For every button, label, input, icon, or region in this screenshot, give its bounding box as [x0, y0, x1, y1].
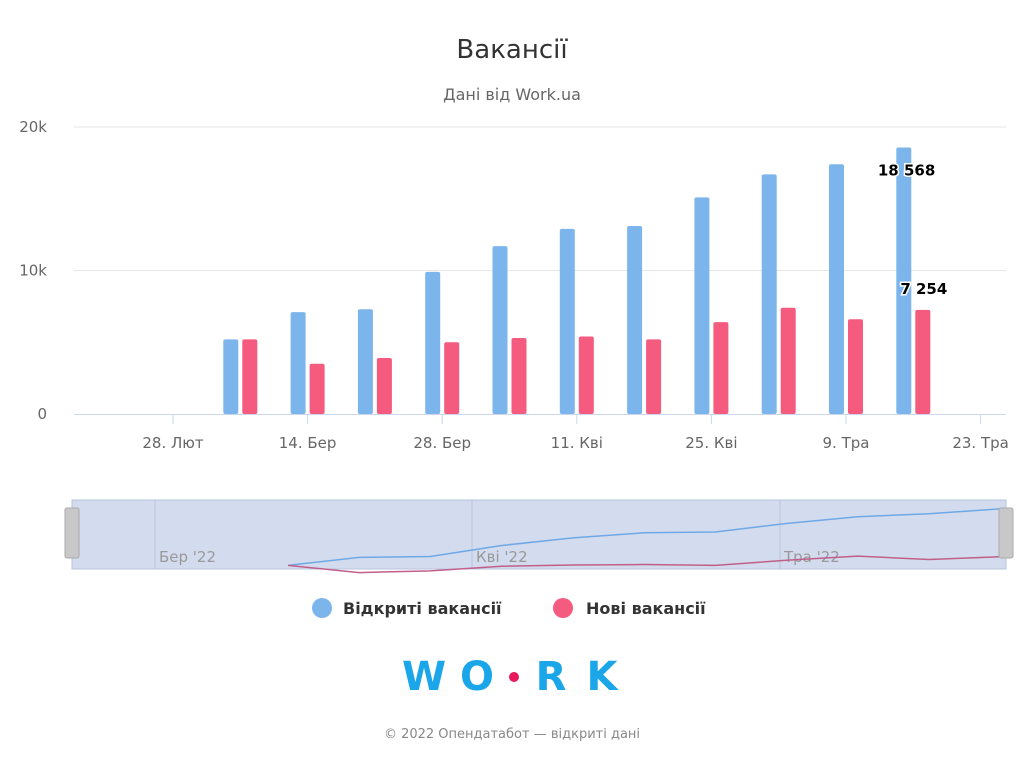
bar-new-vacancies: [848, 319, 863, 414]
logo-dot: [509, 672, 519, 682]
bar-open-vacancies: [829, 164, 844, 414]
legend-item-new-vacancies[interactable]: Нові вакансії: [586, 599, 706, 618]
navigator-range[interactable]: [71, 499, 1007, 570]
data-label-new-vacancies: 7 254: [900, 280, 947, 298]
logo-letter-k: K: [587, 654, 620, 700]
chart: Вакансії Дані від Work.ua 0 10k 20k 28. Лю…: [19, 35, 1014, 618]
bar-new-vacancies: [376, 358, 392, 414]
logo-letter-w: W: [402, 654, 446, 700]
data-label-open-vacancies: 18 568: [878, 162, 935, 180]
legend: Відкриті вакансії Нові вакансії: [312, 598, 706, 618]
bar-open-vacancies: [896, 147, 912, 414]
bar-new-vacancies: [309, 363, 325, 414]
bar-new-vacancies: [915, 309, 931, 414]
bar-new-vacancies: [444, 342, 460, 414]
bar-open-vacancies: [694, 197, 710, 414]
navigator-label: Кві '22: [476, 548, 528, 566]
bar-new-vacancies: [511, 337, 527, 414]
bar-new-vacancies: [242, 339, 258, 414]
y-tick-label: 0: [37, 405, 47, 423]
bar-new-vacancies: [646, 339, 662, 414]
navigator-label: Тра '22: [783, 548, 840, 566]
navigator-line-open-vacancies: [287, 508, 1001, 567]
bar-new-vacancies: [713, 322, 729, 414]
bar-open-vacancies: [223, 339, 239, 414]
bar-open-vacancies: [290, 312, 306, 414]
x-tick-label: 11. Кві: [551, 434, 603, 452]
chart-subtitle: Дані від Work.ua: [443, 85, 581, 104]
x-tick-label: 28. Бер: [413, 434, 471, 452]
grid-lines: [74, 126, 1006, 271]
navigator-line-new-vacancies: [287, 555, 1001, 574]
x-axis: 28. Лют 14. Бер 28. Бер 11. Кві 25. Кві 9. Тр…: [74, 414, 1009, 452]
chart-title: Вакансії: [456, 35, 568, 65]
navigator-label: Бер '22: [159, 548, 216, 566]
navigator-handle-right[interactable]: [998, 507, 1014, 559]
legend-marker[interactable]: [312, 598, 332, 618]
work-logo: W O R K: [402, 654, 620, 700]
bar-open-vacancies: [627, 226, 643, 414]
legend-item-open-vacancies[interactable]: Відкриті вакансії: [343, 599, 502, 618]
bar-open-vacancies: [492, 246, 508, 414]
bar-open-vacancies: [761, 174, 777, 414]
bar-new-vacancies: [578, 336, 594, 414]
x-tick-label: 23. Тра: [952, 434, 1009, 452]
bars: [223, 147, 931, 414]
x-tick-label: 28. Лют: [142, 434, 204, 452]
bar-open-vacancies: [559, 228, 575, 414]
navigator[interactable]: Бер '22 Кві '22 Тра '22: [64, 499, 1014, 574]
legend-marker[interactable]: [553, 598, 573, 618]
y-tick-label: 20k: [19, 118, 47, 136]
x-tick-label: 9. Тра: [823, 434, 870, 452]
logo-letter-o: O: [460, 654, 494, 700]
bar-new-vacancies: [780, 307, 796, 414]
y-axis: 0 10k 20k: [19, 118, 47, 423]
navigator-handle-left[interactable]: [64, 507, 80, 559]
x-tick-label: 14. Бер: [279, 434, 337, 452]
logo-letter-r: R: [536, 654, 567, 700]
y-tick-label: 10k: [19, 262, 47, 280]
data-labels: 18 568 7 254: [876, 160, 948, 299]
bar-open-vacancies: [357, 309, 373, 414]
footer-copyright: © 2022 Опендатабот — відкриті дані: [383, 727, 641, 742]
bar-open-vacancies: [425, 271, 441, 414]
x-tick-label: 25. Кві: [685, 434, 737, 452]
